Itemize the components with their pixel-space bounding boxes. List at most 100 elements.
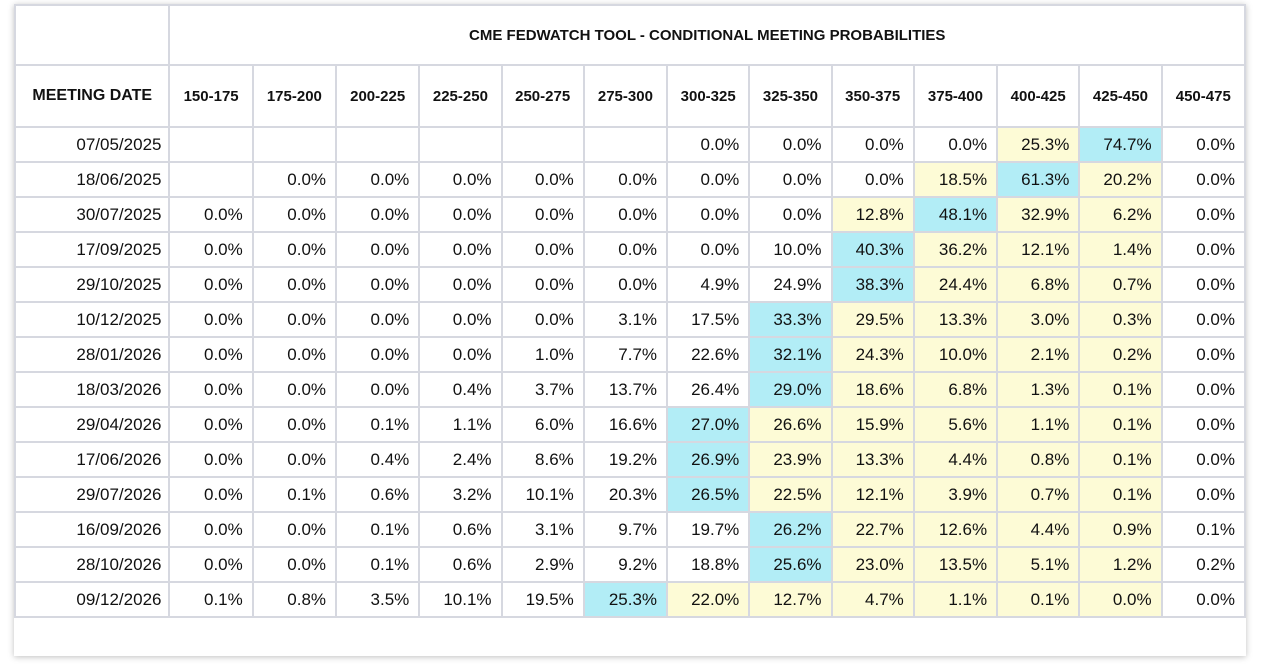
table-row: 07/05/2025 0.0% 0.0% 0.0% 0.0% 25.3% 74.7% 0.0% (13, 126, 1247, 163)
probability-cell: 0.4% (335, 441, 421, 478)
table-row: 28/01/2026 0.0% 0.0% 0.0% 0.0% 1.0% 7.7% 22.6% 3… (13, 336, 1247, 373)
probability-cell: 0.0% (666, 161, 751, 198)
probability-cell: 24.3% (830, 336, 915, 373)
rate-range-header: 250-275 (500, 64, 585, 128)
meeting-date-cell: 18/03/2026 (13, 371, 171, 408)
table-title: CME FEDWATCH TOOL - CONDITIONAL MEETING … (168, 4, 1246, 66)
probability-cell: 0.0% (335, 161, 421, 198)
probability-cell: 24.9% (748, 266, 833, 303)
probability-cell (168, 126, 254, 163)
probability-cell: 0.6% (335, 476, 421, 513)
probability-cell: 0.0% (168, 336, 254, 373)
probability-cell: 1.2% (1078, 546, 1163, 583)
probability-cell (418, 126, 503, 163)
probability-cell: 0.0% (666, 196, 751, 233)
probability-cell: 0.0% (418, 336, 503, 373)
probability-cell: 0.0% (335, 196, 421, 233)
probability-cell: 4.9% (666, 266, 751, 303)
header-row: MEETING DATE 150-175 175-200 200-225 225-25… (13, 64, 1247, 128)
table-row: 17/09/2025 0.0% 0.0% 0.0% 0.0% 0.0% 0.0% 0.0% 10… (13, 231, 1247, 268)
probability-cell: 0.1% (335, 546, 421, 583)
probability-cell: 2.4% (418, 441, 503, 478)
rate-range-header: 150-175 (168, 64, 254, 128)
probability-cell: 0.0% (335, 336, 421, 373)
probability-cell: 0.0% (666, 231, 751, 268)
probability-cell: 40.3% (830, 231, 915, 268)
probability-cell: 0.0% (168, 301, 254, 338)
meeting-date-header: MEETING DATE (13, 64, 171, 128)
probability-cell: 0.0% (335, 301, 421, 338)
probability-cell: 3.7% (500, 371, 585, 408)
probability-cell: 25.3% (582, 581, 669, 618)
probability-cell: 1.0% (500, 336, 585, 373)
probability-cell: 0.0% (168, 231, 254, 268)
probability-cell: 22.5% (748, 476, 833, 513)
probability-cell: 5.6% (912, 406, 999, 443)
probability-cell: 0.1% (251, 476, 338, 513)
probability-cell: 0.0% (251, 161, 338, 198)
probability-cell: 20.2% (1078, 161, 1163, 198)
probability-cell: 0.0% (666, 126, 751, 163)
probability-cell: 22.0% (666, 581, 751, 618)
probability-cell: 0.0% (168, 511, 254, 548)
probability-cell: 0.0% (500, 231, 585, 268)
meeting-date-cell: 28/10/2026 (13, 546, 171, 583)
probability-cell: 0.0% (1160, 301, 1247, 338)
probability-cell: 0.0% (748, 161, 833, 198)
probability-cell: 25.3% (996, 126, 1081, 163)
probability-cell: 0.1% (996, 581, 1081, 618)
probability-cell: 27.0% (666, 406, 751, 443)
meeting-date-cell: 07/05/2025 (13, 126, 171, 163)
probability-cell: 0.0% (251, 336, 338, 373)
probability-cell: 74.7% (1078, 126, 1163, 163)
probability-cell: 0.0% (251, 231, 338, 268)
probability-cell: 9.7% (582, 511, 669, 548)
table-body: 07/05/2025 0.0% 0.0% 0.0% 0.0% 25.3% 74.7% 0.0%… (13, 126, 1247, 618)
probability-cell: 0.1% (335, 511, 421, 548)
probability-cell: 0.0% (582, 161, 669, 198)
probability-cell (251, 126, 338, 163)
probability-cell: 13.3% (912, 301, 999, 338)
rate-range-header: 325-350 (748, 64, 833, 128)
probability-cell: 3.2% (418, 476, 503, 513)
probability-cell: 0.8% (996, 441, 1081, 478)
probability-cell: 3.1% (582, 301, 669, 338)
rate-range-header: 175-200 (251, 64, 338, 128)
rate-range-header: 425-450 (1078, 64, 1163, 128)
probability-cell: 0.0% (1160, 196, 1247, 233)
probability-cell: 3.5% (335, 581, 421, 618)
probability-cell: 0.0% (168, 546, 254, 583)
probability-cell: 0.0% (1078, 581, 1163, 618)
table-row: 18/06/2025 0.0% 0.0% 0.0% 0.0% 0.0% 0.0% 0.0% 0.… (13, 161, 1247, 198)
meeting-date-cell: 09/12/2026 (13, 581, 171, 618)
table-row: 29/10/2025 0.0% 0.0% 0.0% 0.0% 0.0% 0.0% 4.9% 24… (13, 266, 1247, 303)
probability-cell: 0.0% (168, 371, 254, 408)
probability-cell: 0.6% (418, 546, 503, 583)
probability-cell: 0.0% (251, 511, 338, 548)
probability-cell: 19.2% (582, 441, 669, 478)
probability-cell: 6.8% (996, 266, 1081, 303)
probability-cell: 0.0% (912, 126, 999, 163)
meeting-date-cell: 17/09/2025 (13, 231, 171, 268)
probability-cell: 2.9% (500, 546, 585, 583)
probability-cell: 10.1% (418, 581, 503, 618)
rate-range-header: 350-375 (830, 64, 915, 128)
probability-cell: 24.4% (912, 266, 999, 303)
probability-cell: 0.0% (500, 266, 585, 303)
rate-range-header: 225-250 (418, 64, 503, 128)
table-row: 18/03/2026 0.0% 0.0% 0.0% 0.4% 3.7% 13.7% 26.4%… (13, 371, 1247, 408)
probability-cell: 20.3% (582, 476, 669, 513)
probability-cell: 0.0% (1160, 441, 1247, 478)
probability-cell (500, 126, 585, 163)
probability-cell: 0.0% (830, 161, 915, 198)
probability-cell: 19.5% (500, 581, 585, 618)
probability-cell: 0.1% (1078, 476, 1163, 513)
probability-cell: 1.4% (1078, 231, 1163, 268)
probability-cell: 0.0% (1160, 266, 1247, 303)
probability-cell: 0.0% (500, 301, 585, 338)
probability-cell: 0.0% (251, 441, 338, 478)
probability-cell: 0.0% (168, 196, 254, 233)
probability-cell: 0.0% (1160, 231, 1247, 268)
probability-cell: 15.9% (830, 406, 915, 443)
probability-cell: 4.7% (830, 581, 915, 618)
